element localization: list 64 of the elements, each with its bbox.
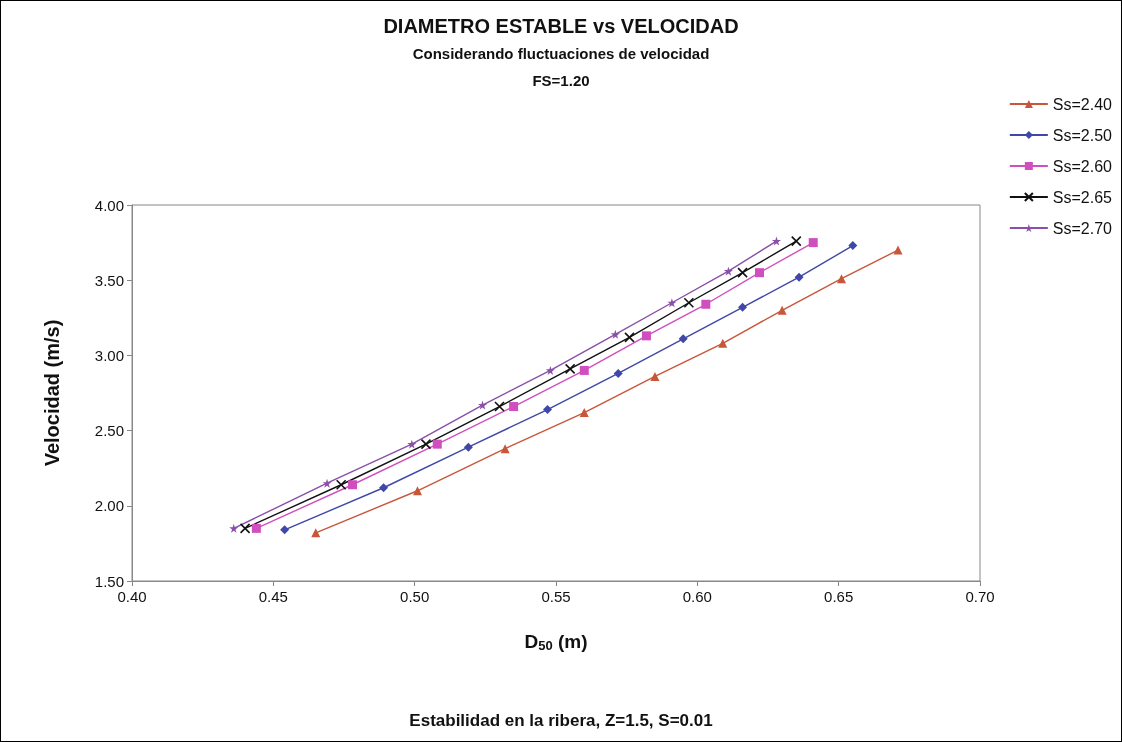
point bbox=[737, 267, 748, 278]
point bbox=[463, 442, 473, 452]
point bbox=[335, 479, 347, 491]
point bbox=[239, 523, 251, 534]
point bbox=[624, 332, 635, 343]
point bbox=[420, 438, 432, 450]
point bbox=[229, 523, 239, 533]
point bbox=[564, 363, 576, 375]
point bbox=[509, 402, 519, 412]
text: FS=1.20 bbox=[532, 72, 590, 89]
x-tick-label: 0.45 bbox=[258, 588, 288, 605]
point bbox=[613, 368, 623, 378]
point bbox=[848, 241, 858, 251]
point bbox=[755, 268, 765, 278]
chart-title: DIAMETRO ESTABLE vs VELOCIDAD bbox=[383, 15, 739, 37]
point bbox=[407, 439, 417, 449]
x-tick-label: 0.65 bbox=[824, 588, 854, 605]
point bbox=[545, 365, 555, 375]
point bbox=[808, 238, 818, 248]
x-tick-label: 0.40 bbox=[117, 588, 147, 605]
y-tick-label: 2.00 bbox=[94, 497, 124, 515]
point bbox=[280, 525, 290, 535]
x-tick-label: 0.70 bbox=[965, 588, 995, 605]
x-tick-label: 0.55 bbox=[541, 588, 571, 605]
point bbox=[790, 235, 802, 247]
point bbox=[718, 338, 728, 348]
point bbox=[251, 523, 261, 533]
y-tick-label: 3.50 bbox=[94, 271, 124, 289]
point bbox=[494, 401, 505, 412]
legend-label: Ss=2.40 bbox=[1052, 95, 1113, 113]
point bbox=[347, 480, 357, 490]
point bbox=[500, 444, 510, 454]
point bbox=[412, 486, 422, 496]
point bbox=[683, 297, 695, 309]
point bbox=[836, 274, 846, 284]
legend-label: Ss=2.70 bbox=[1052, 219, 1113, 237]
text: Estabilidad en la ribera, Z=1.5, S=0.01 bbox=[409, 711, 713, 730]
point bbox=[893, 245, 903, 255]
point bbox=[777, 305, 787, 315]
point bbox=[738, 302, 748, 312]
y-tick-label: 3.00 bbox=[94, 346, 124, 364]
point bbox=[723, 266, 733, 276]
y-tick-label: 2.50 bbox=[94, 422, 124, 440]
y-axis-title: Velocidad (m/s) bbox=[41, 319, 63, 467]
point bbox=[432, 439, 442, 449]
point bbox=[794, 272, 804, 282]
chart-subtitle: Considerando fluctuaciones de velocidad bbox=[412, 45, 710, 62]
point bbox=[678, 334, 688, 344]
point bbox=[322, 478, 332, 488]
point bbox=[610, 329, 620, 339]
point bbox=[579, 365, 589, 375]
y-tick-label: 4.00 bbox=[94, 196, 124, 214]
x-tick-label: 0.60 bbox=[682, 588, 712, 605]
point bbox=[650, 371, 660, 381]
y-tick-label: 1.50 bbox=[94, 572, 124, 590]
legend-label: Ss=2.50 bbox=[1052, 126, 1113, 144]
point bbox=[543, 405, 553, 415]
point bbox=[701, 299, 711, 309]
x-tick-label: 0.50 bbox=[400, 588, 430, 605]
legend-label: Ss=2.60 bbox=[1052, 157, 1113, 175]
point bbox=[771, 236, 781, 246]
point bbox=[379, 483, 389, 493]
point bbox=[641, 331, 651, 341]
legend-label: Ss=2.65 bbox=[1052, 188, 1113, 206]
